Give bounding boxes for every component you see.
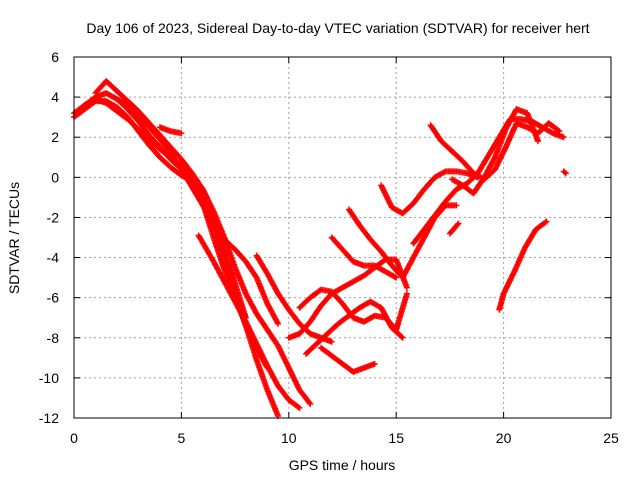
data-point: [393, 274, 400, 281]
data-point: [275, 320, 282, 327]
data-point: [556, 128, 563, 135]
y-tick-label: 6: [51, 49, 59, 65]
data-point: [296, 404, 303, 411]
data-point: [542, 219, 549, 226]
data-point: [295, 404, 302, 411]
data-series: [71, 98, 271, 371]
data-point: [560, 134, 567, 141]
y-tick-label: 0: [51, 169, 59, 185]
data-series: [449, 106, 541, 197]
data-point: [543, 218, 550, 225]
data-point: [403, 290, 410, 297]
data-point: [178, 130, 185, 137]
plot-frame: [73, 56, 612, 419]
data-point: [306, 399, 313, 406]
x-tick-label: 15: [388, 430, 404, 446]
y-tick-label: -2: [47, 209, 60, 225]
y-tick-label: -10: [39, 370, 59, 386]
data-marks: [71, 78, 569, 419]
data-series: [446, 220, 462, 237]
data-series: [378, 168, 481, 217]
data-series: [296, 286, 410, 333]
data-point: [455, 220, 462, 227]
data-point: [399, 334, 406, 341]
x-tick-label: 20: [496, 430, 512, 446]
data-point: [454, 221, 461, 228]
y-tick-label: -12: [39, 410, 59, 426]
data-series: [113, 96, 282, 327]
axis-ticks: 0 5 10 15 20 25 -12 -10 -8 -6 -4 -2 0 2 4 6: [39, 49, 619, 446]
y-axis-label: SDTVAR / TECUs: [6, 182, 22, 294]
data-point: [562, 170, 569, 177]
grid: [74, 57, 611, 418]
data-series: [427, 120, 563, 183]
data-point: [555, 127, 562, 134]
data-point: [328, 338, 335, 345]
x-tick-label: 25: [603, 430, 619, 446]
y-tick-label: 2: [51, 129, 59, 145]
data-point: [398, 333, 405, 340]
y-tick-label: -4: [47, 250, 60, 266]
data-series: [328, 234, 400, 281]
data-series: [318, 344, 378, 375]
data-point: [403, 284, 410, 291]
data-series: [302, 298, 406, 357]
x-tick-label: 5: [178, 430, 186, 446]
y-tick-label: -8: [47, 330, 60, 346]
chart-title: Day 106 of 2023, Sidereal Day-to-day VTE…: [86, 20, 589, 36]
data-series: [195, 232, 303, 411]
data-series: [560, 168, 569, 177]
x-tick-label: 0: [70, 430, 78, 446]
data-point: [453, 202, 460, 209]
data-point: [561, 169, 568, 176]
data-series: [496, 218, 550, 313]
x-tick-label: 10: [281, 430, 297, 446]
data-point: [371, 360, 378, 367]
y-tick-label: 4: [51, 89, 59, 105]
data-point: [534, 138, 541, 145]
data-point: [307, 400, 314, 407]
x-axis-label: GPS time / hours: [289, 457, 396, 473]
y-tick-label: -6: [47, 290, 60, 306]
data-series: [156, 124, 185, 137]
